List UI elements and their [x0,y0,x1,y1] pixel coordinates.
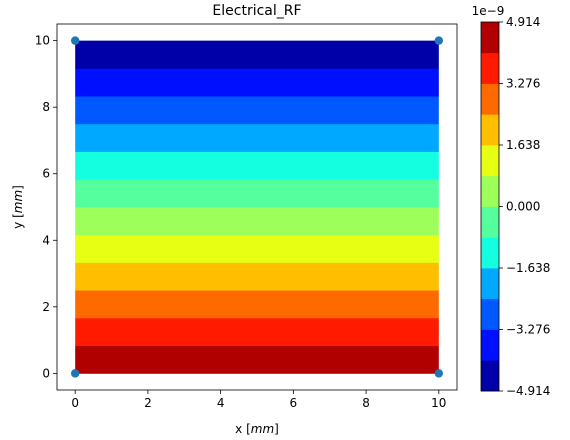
contour-band [75,234,439,263]
colorbar-tick-label: −4.914 [506,384,550,398]
colorbar-tick-label: 3.276 [506,77,540,91]
contour-band [75,345,439,374]
x-tick-label: 2 [144,396,152,410]
contour-band [75,317,439,347]
colorbar-tick-label: −1.638 [506,261,550,275]
corner-point [434,369,444,378]
colorbar-segment [481,268,499,300]
colorbar-segment [481,22,499,54]
colorbar-segment [481,360,499,392]
chart-title: Electrical_RF [212,3,301,19]
contour-band [75,68,439,97]
corner-point [70,369,80,378]
x-axis-label: x [mm] [235,422,279,436]
axes-frame [56,23,458,391]
y-axis-label-prefix: y [ [11,213,25,229]
x-tick-label: 4 [217,396,225,410]
colorbar-offset-label: 1e−9 [472,4,505,18]
y-tick-label: 0 [42,366,50,380]
y-tick-label: 4 [42,233,50,247]
colorbar-segment [481,298,499,330]
x-axis-label-prefix: x [ [235,422,251,436]
x-tick-label: 6 [290,396,298,410]
y-axis-label-suffix: ] [11,185,25,190]
y-tick-label: 6 [42,167,50,181]
plot-area: 0 2 4 6 8 10 0 2 4 6 8 10 [35,23,458,410]
colorbar-segment [481,114,499,146]
colorbar-segment [481,52,499,84]
x-axis-label-unit: mm [251,422,274,436]
y-tick-label: 10 [35,34,50,48]
colorbar-tick-label: 1.638 [506,138,540,152]
x-tick-label: 10 [431,396,446,410]
colorbar: −4.914 −3.276 −1.638 0.000 1.638 3.276 4.914 [480,15,550,398]
x-axis-label-suffix: ] [274,422,279,436]
x-tick-label: 0 [71,396,79,410]
colorbar-segment [481,83,499,115]
y-axis-label-unit: mm [11,190,25,213]
x-tick-label: 8 [362,396,370,410]
contour-band [75,96,439,125]
colorbar-segment [481,175,499,207]
colorbar-segment [481,237,499,269]
colorbar-segment [481,206,499,238]
contour-band [75,179,439,208]
colorbar-tick-label: 4.914 [506,15,540,29]
contour-band [75,207,439,236]
colorbar-tick-label: 0.000 [506,200,540,214]
contour-band [75,290,439,319]
colorbar-tick-label: −3.276 [506,323,550,337]
contour-band [75,262,439,291]
colorbar-segment [481,145,499,177]
contour-band [75,40,439,69]
contour-band [75,123,439,152]
contour-band [75,151,439,180]
y-axis-label: y [mm] [11,185,25,229]
y-tick-label: 8 [42,100,50,114]
corner-point [434,36,444,45]
corner-point [70,36,80,45]
y-tick-label: 2 [42,300,50,314]
colorbar-segment [481,329,499,361]
